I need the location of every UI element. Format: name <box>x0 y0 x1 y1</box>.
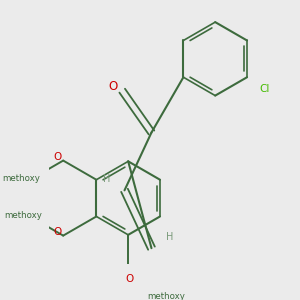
Text: methoxy: methoxy <box>2 174 40 183</box>
Text: methoxy: methoxy <box>4 211 42 220</box>
Text: O: O <box>108 80 117 93</box>
Text: H: H <box>103 174 111 184</box>
Text: O: O <box>125 274 133 284</box>
Text: H: H <box>166 232 173 242</box>
Text: methoxy: methoxy <box>147 292 185 300</box>
Text: Cl: Cl <box>259 84 270 94</box>
Text: O: O <box>53 152 62 162</box>
Text: O: O <box>53 227 62 237</box>
